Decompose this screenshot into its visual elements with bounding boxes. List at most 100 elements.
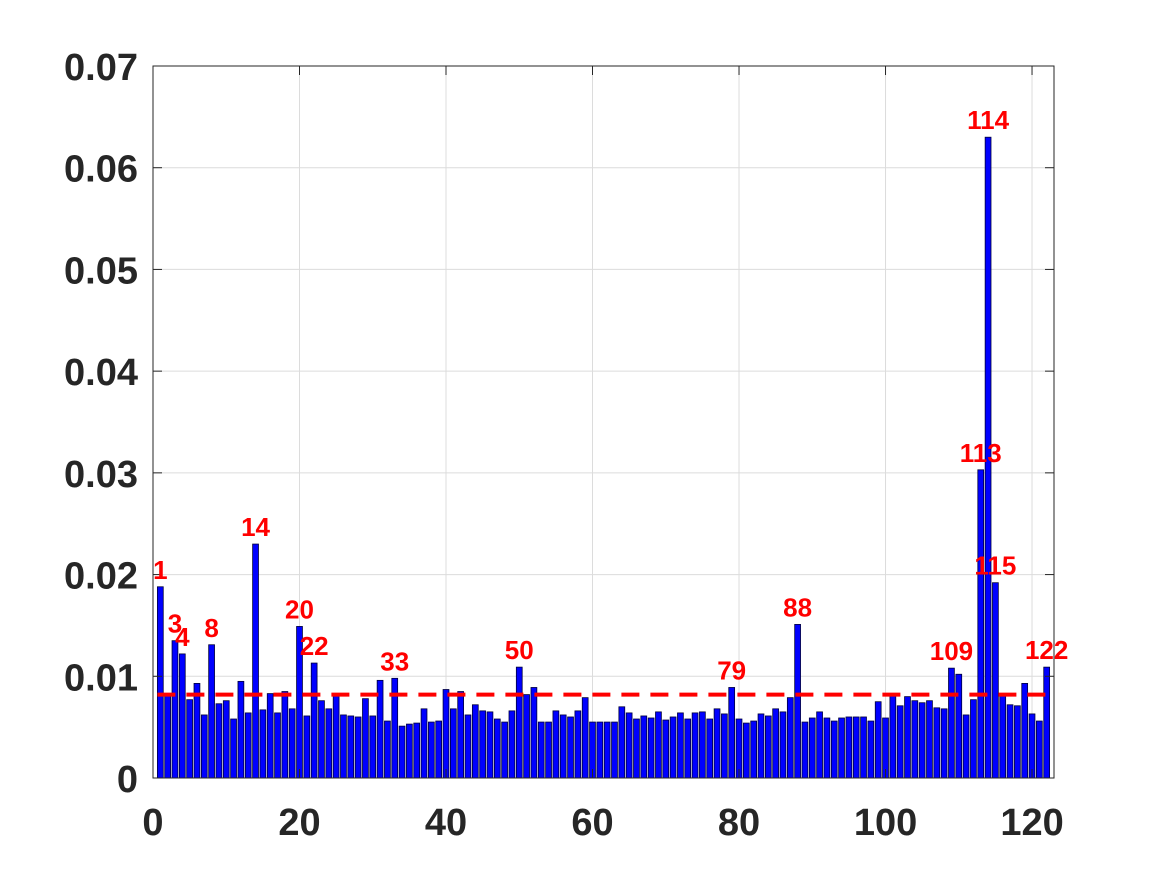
bar bbox=[845, 716, 853, 779]
bar bbox=[618, 706, 626, 779]
bar bbox=[633, 718, 640, 779]
bar bbox=[977, 469, 985, 779]
bars bbox=[156, 136, 1051, 779]
peak-label: 33 bbox=[380, 646, 409, 676]
bar bbox=[310, 662, 318, 779]
peak-label: 1 bbox=[153, 555, 167, 585]
plot-area-background bbox=[153, 66, 1054, 778]
y-tick-label: 0.06 bbox=[64, 149, 138, 191]
bar bbox=[647, 717, 655, 779]
bar bbox=[332, 694, 340, 779]
bar bbox=[237, 680, 245, 779]
bar bbox=[186, 699, 193, 779]
bar bbox=[838, 717, 845, 779]
bar bbox=[625, 712, 633, 779]
peak-label: 50 bbox=[505, 635, 534, 665]
bar bbox=[406, 723, 413, 779]
bar bbox=[772, 708, 779, 779]
plot-area-border bbox=[152, 65, 1055, 779]
bar bbox=[222, 700, 230, 779]
bar bbox=[926, 700, 933, 779]
bar bbox=[530, 687, 538, 779]
bar bbox=[691, 712, 699, 779]
bar bbox=[486, 711, 494, 779]
grid-lines bbox=[153, 66, 1054, 778]
bar bbox=[596, 721, 604, 779]
bar bbox=[677, 712, 684, 779]
bar bbox=[325, 708, 333, 779]
peak-label: 3 bbox=[168, 609, 182, 639]
bar bbox=[603, 721, 611, 779]
bar bbox=[428, 721, 435, 779]
bar bbox=[882, 717, 889, 779]
peak-label: 20 bbox=[285, 594, 314, 624]
bar bbox=[611, 721, 618, 779]
bar bbox=[303, 715, 311, 779]
y-tick-label: 0.05 bbox=[64, 250, 138, 292]
bar bbox=[816, 711, 823, 779]
bar bbox=[911, 700, 919, 779]
x-tick-label: 120 bbox=[1000, 802, 1063, 844]
bar bbox=[200, 714, 208, 779]
bar bbox=[721, 713, 728, 779]
bar bbox=[801, 721, 809, 779]
bar bbox=[208, 644, 215, 779]
bar bbox=[874, 701, 882, 779]
x-tick-label: 20 bbox=[278, 802, 320, 844]
bar bbox=[581, 697, 589, 779]
bar bbox=[252, 543, 259, 779]
bar bbox=[860, 716, 867, 779]
bar bbox=[1014, 705, 1021, 779]
bar bbox=[852, 716, 860, 779]
bar bbox=[962, 714, 970, 779]
bar bbox=[178, 653, 186, 779]
bar bbox=[215, 703, 223, 779]
bar bbox=[464, 714, 472, 779]
bar bbox=[244, 712, 252, 779]
bar bbox=[743, 722, 750, 779]
bar bbox=[992, 582, 999, 779]
bar bbox=[933, 707, 941, 779]
y-tick-label: 0 bbox=[117, 759, 138, 801]
bar bbox=[948, 667, 955, 779]
y-tick-label: 0.03 bbox=[64, 454, 138, 496]
bar bbox=[1021, 683, 1029, 779]
bar bbox=[1036, 720, 1043, 779]
x-tick-label: 40 bbox=[425, 802, 467, 844]
bar bbox=[354, 716, 362, 779]
bar bbox=[384, 720, 391, 779]
bar bbox=[823, 717, 831, 779]
bar bbox=[830, 720, 838, 779]
bar bbox=[545, 721, 552, 779]
bar bbox=[808, 717, 816, 779]
bar bbox=[684, 718, 692, 779]
bar bbox=[713, 708, 721, 779]
bar bbox=[362, 698, 369, 779]
bar bbox=[347, 715, 355, 779]
bar bbox=[757, 713, 765, 779]
peak-label: 88 bbox=[783, 592, 812, 622]
bar bbox=[230, 718, 237, 779]
bar bbox=[171, 640, 179, 779]
y-tick-label: 0.07 bbox=[64, 47, 138, 89]
peak-label: 4 bbox=[175, 622, 190, 652]
bar bbox=[164, 694, 171, 779]
bar bbox=[450, 708, 457, 779]
bar bbox=[537, 721, 545, 779]
bar bbox=[699, 711, 706, 779]
bar bbox=[340, 714, 347, 779]
bar bbox=[940, 708, 948, 779]
bar bbox=[779, 711, 787, 779]
bar bbox=[764, 715, 772, 779]
peak-labels: 134 8 14 20 22 33 50 79 88 109 113 114 115 122 bbox=[153, 105, 1068, 685]
axis-ticks: 0 20 40 60 80 100 12000.010.020.030.040.050.06… bbox=[64, 47, 1064, 844]
bar bbox=[867, 720, 875, 779]
bar bbox=[1006, 704, 1014, 779]
bar bbox=[662, 719, 670, 779]
peak-label: 14 bbox=[241, 512, 270, 542]
bar bbox=[288, 708, 296, 779]
bar bbox=[515, 666, 523, 779]
bar bbox=[398, 725, 406, 779]
peak-label: 115 bbox=[974, 551, 1016, 581]
peak-label: 79 bbox=[717, 655, 746, 685]
